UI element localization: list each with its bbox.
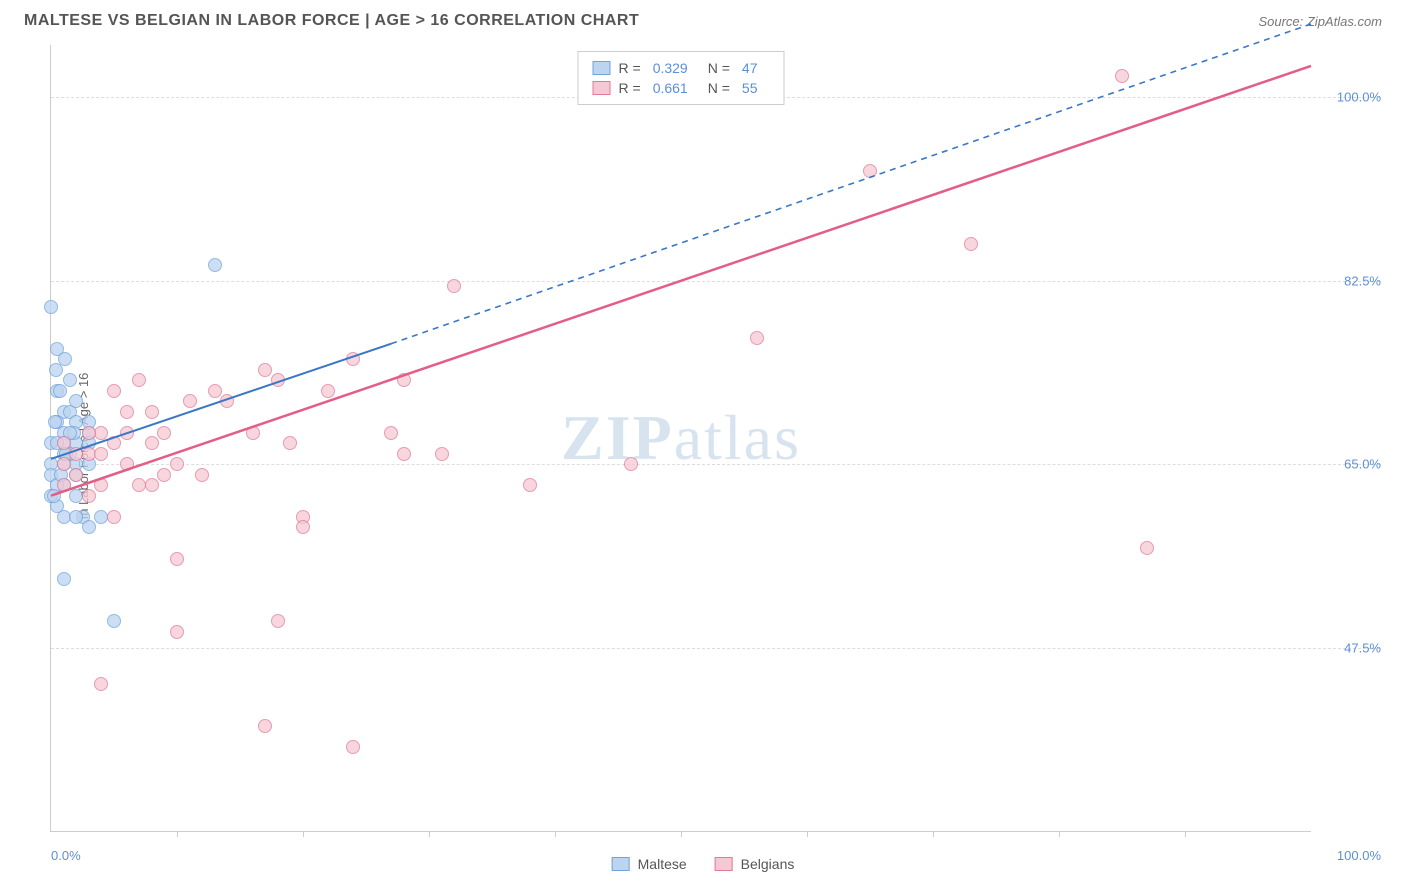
x-tick (933, 831, 934, 837)
data-point (208, 384, 222, 398)
data-point (120, 457, 134, 471)
data-point (44, 300, 58, 314)
x-axis-min-label: 0.0% (51, 848, 81, 863)
data-point (69, 468, 83, 482)
x-tick (303, 831, 304, 837)
x-tick (681, 831, 682, 837)
data-point (258, 363, 272, 377)
legend-item: Maltese (612, 856, 687, 872)
data-point (750, 331, 764, 345)
gridline (51, 281, 1381, 282)
x-tick (555, 831, 556, 837)
source-label: Source: ZipAtlas.com (1258, 14, 1382, 29)
y-tick-label: 47.5% (1321, 640, 1381, 655)
x-tick (177, 831, 178, 837)
data-point (57, 436, 71, 450)
data-point (82, 489, 96, 503)
data-point (208, 258, 222, 272)
data-point (145, 436, 159, 450)
scatter-chart: ZIPatlas R =0.329N =47R =0.661N =55 0.0%… (50, 45, 1311, 832)
data-point (183, 394, 197, 408)
data-point (94, 426, 108, 440)
correlation-legend: R =0.329N =47R =0.661N =55 (578, 51, 785, 105)
data-point (863, 164, 877, 178)
data-point (346, 352, 360, 366)
y-tick-label: 100.0% (1321, 90, 1381, 105)
regression-lines (51, 45, 1311, 831)
data-point (523, 478, 537, 492)
data-point (170, 625, 184, 639)
data-point (447, 279, 461, 293)
x-tick (1185, 831, 1186, 837)
data-point (145, 478, 159, 492)
data-point (283, 436, 297, 450)
data-point (82, 426, 96, 440)
swatch-icon (715, 857, 733, 871)
data-point (57, 457, 71, 471)
data-point (296, 520, 310, 534)
data-point (69, 510, 83, 524)
data-point (107, 436, 121, 450)
data-point (120, 405, 134, 419)
data-point (82, 520, 96, 534)
y-tick-label: 65.0% (1321, 457, 1381, 472)
data-point (246, 426, 260, 440)
data-point (53, 384, 67, 398)
data-point (48, 415, 62, 429)
data-point (94, 677, 108, 691)
data-point (195, 468, 209, 482)
data-point (220, 394, 234, 408)
data-point (346, 740, 360, 754)
legend-row: R =0.329N =47 (593, 58, 770, 78)
data-point (69, 447, 83, 461)
data-point (170, 457, 184, 471)
data-point (57, 572, 71, 586)
swatch-icon (593, 61, 611, 75)
x-axis-max-label: 100.0% (1337, 848, 1381, 863)
data-point (964, 237, 978, 251)
data-point (157, 468, 171, 482)
data-point (49, 363, 63, 377)
data-point (107, 384, 121, 398)
gridline (51, 464, 1381, 465)
x-tick (429, 831, 430, 837)
data-point (57, 478, 71, 492)
data-point (397, 447, 411, 461)
data-point (397, 373, 411, 387)
data-point (157, 426, 171, 440)
data-point (271, 614, 285, 628)
data-point (107, 614, 121, 628)
data-point (321, 384, 335, 398)
data-point (107, 510, 121, 524)
data-point (258, 719, 272, 733)
x-tick (807, 831, 808, 837)
data-point (145, 405, 159, 419)
data-point (435, 447, 449, 461)
data-point (170, 552, 184, 566)
swatch-icon (612, 857, 630, 871)
legend-item: Belgians (715, 856, 795, 872)
gridline (51, 648, 1381, 649)
y-tick-label: 82.5% (1321, 273, 1381, 288)
x-tick (1059, 831, 1060, 837)
data-point (94, 447, 108, 461)
data-point (69, 394, 83, 408)
legend-row: R =0.661N =55 (593, 78, 770, 98)
data-point (132, 373, 146, 387)
data-point (271, 373, 285, 387)
data-point (624, 457, 638, 471)
data-point (384, 426, 398, 440)
swatch-icon (593, 81, 611, 95)
series-legend: Maltese Belgians (612, 856, 795, 872)
data-point (1140, 541, 1154, 555)
data-point (120, 426, 134, 440)
data-point (1115, 69, 1129, 83)
chart-title: MALTESE VS BELGIAN IN LABOR FORCE | AGE … (24, 12, 639, 30)
data-point (94, 478, 108, 492)
